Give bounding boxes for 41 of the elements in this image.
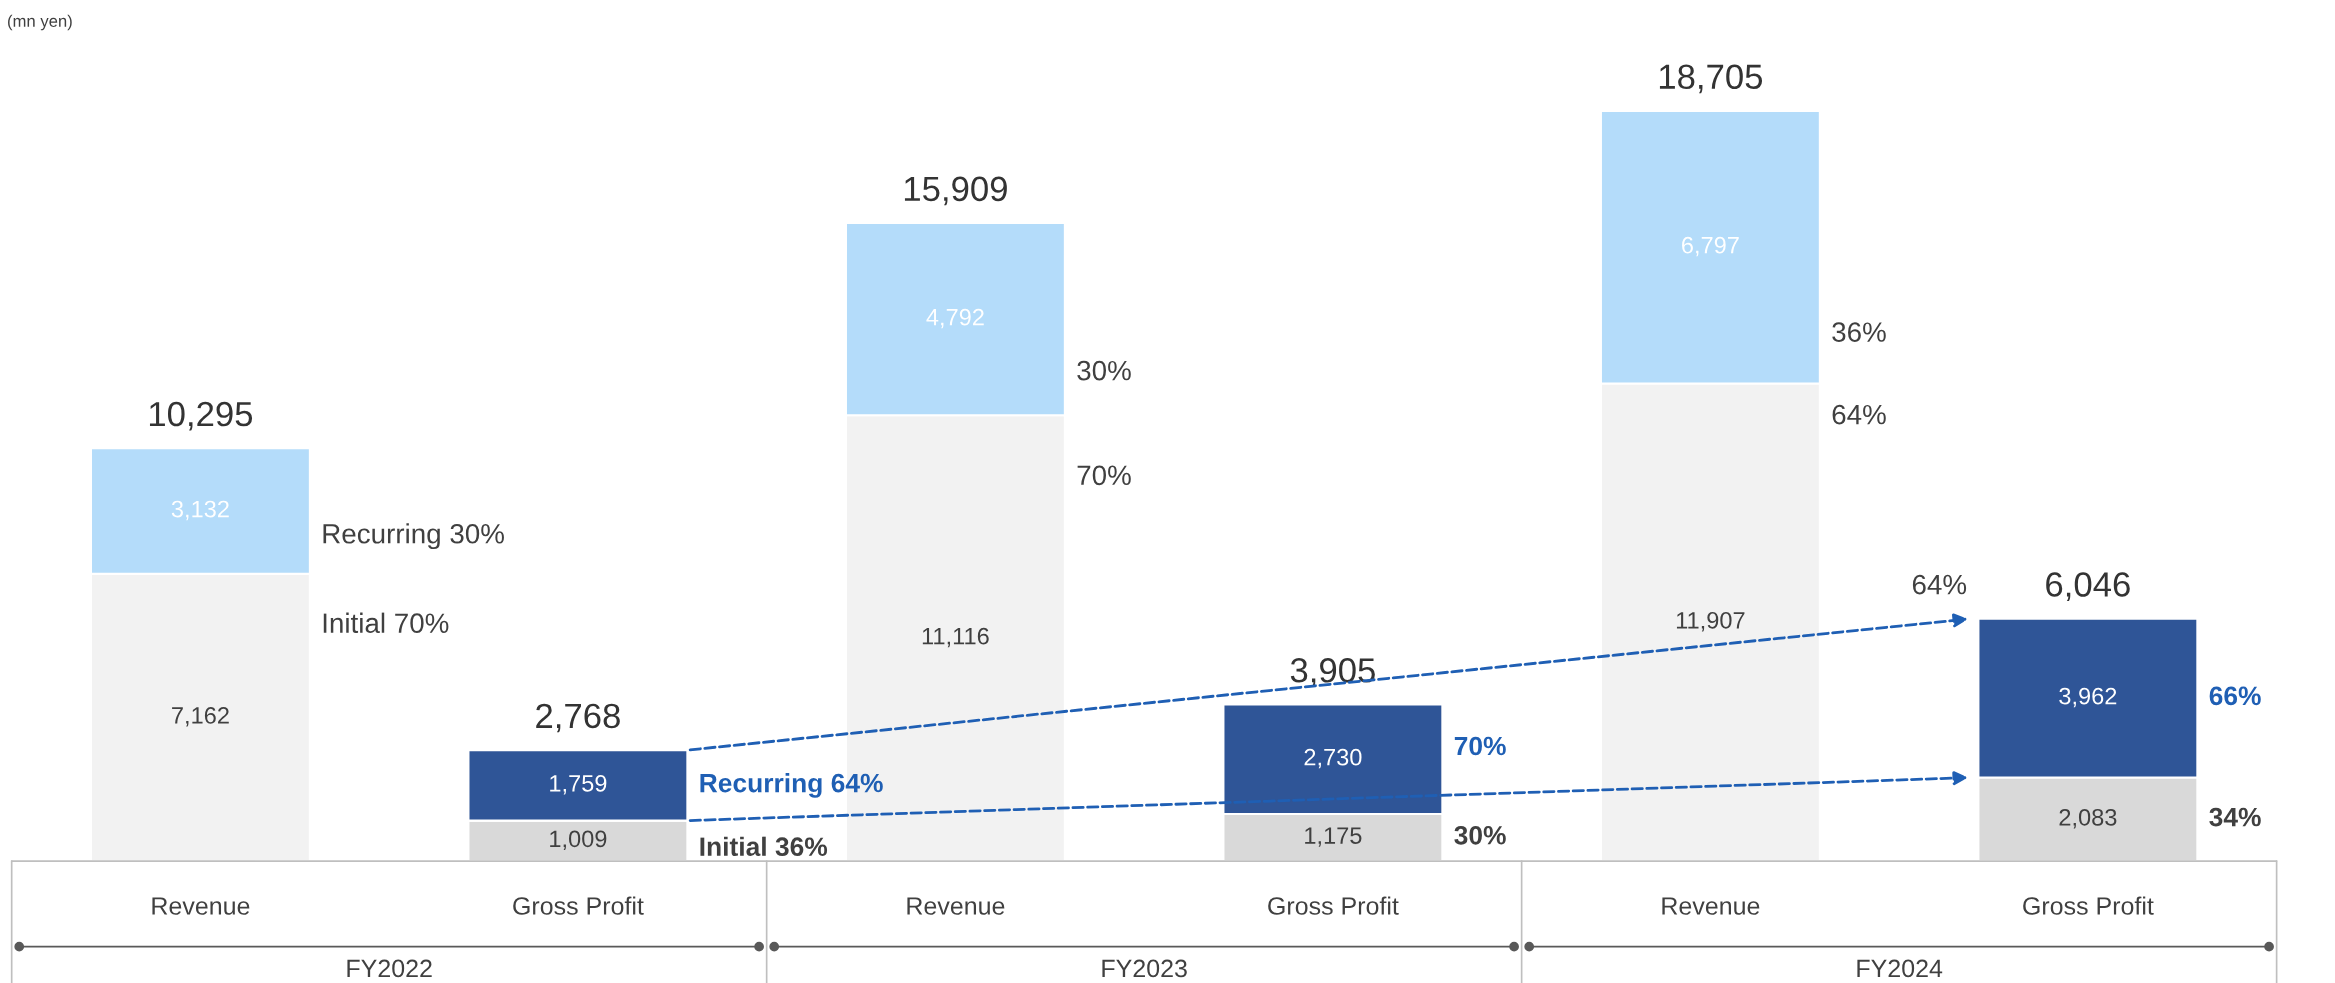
- total-label: 10,295: [149, 401, 253, 431]
- annotation: 70%: [1077, 465, 1131, 486]
- data-label: 2,083: [2059, 808, 2117, 829]
- text: FY2022: [347, 959, 432, 978]
- text: FY2024: [1857, 959, 1943, 978]
- x-tick-label: Gross Profit: [1268, 896, 1399, 915]
- total-label: 15,909: [904, 176, 1007, 206]
- annotation: Initial 70%: [323, 612, 449, 634]
- x-tick-label: Revenue: [907, 897, 1005, 915]
- annotation: 64%: [1912, 574, 1967, 595]
- total-label: 2,768: [536, 703, 620, 733]
- annotation: Recurring 64%: [700, 773, 883, 798]
- data-label: 1,759: [550, 774, 607, 795]
- annotation: 70%: [1454, 736, 1506, 756]
- data-label: 4,792: [926, 308, 984, 329]
- total-label: 6,046: [2046, 572, 2130, 601]
- annotation: 30%: [1454, 825, 1506, 845]
- annotation: 30%: [1077, 360, 1131, 381]
- total-label: 18,705: [1659, 64, 1763, 94]
- data-label: 3,962: [2059, 687, 2117, 708]
- x-tick-label: Gross Profit: [513, 896, 644, 915]
- total-label: 3,905: [1290, 658, 1375, 687]
- x-tick-label: Revenue: [1662, 897, 1760, 915]
- data-label: 3,132: [171, 500, 229, 521]
- annotation: 66%: [2209, 686, 2261, 706]
- data-label: 1,175: [1305, 827, 1362, 847]
- data-label: 2,730: [1304, 748, 1362, 769]
- annotation: Initial 36%: [700, 836, 828, 857]
- annotation: Recurring 30%: [323, 523, 504, 550]
- data-label: 7,162: [172, 707, 229, 727]
- data-label: 11,907: [1676, 611, 1745, 632]
- text: FY2023: [1102, 959, 1187, 978]
- data-label: 1,009: [550, 830, 607, 850]
- data-label: 6,797: [1682, 236, 1739, 257]
- data-label: 11,116: [922, 627, 989, 648]
- annotation: 36%: [1832, 322, 1886, 342]
- text: (mn yen): [8, 14, 72, 31]
- x-tick-label: Gross Profit: [2023, 896, 2154, 915]
- x-tick-label: Revenue: [152, 897, 250, 915]
- annotation: 64%: [1832, 404, 1886, 425]
- annotation: 34%: [2209, 807, 2261, 827]
